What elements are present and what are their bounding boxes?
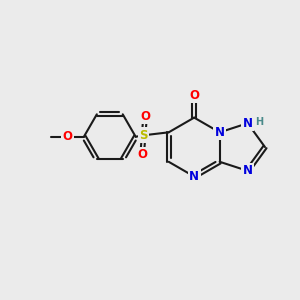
Text: N: N xyxy=(189,170,199,183)
Text: O: O xyxy=(189,89,199,102)
Text: N: N xyxy=(215,126,225,139)
Text: O: O xyxy=(63,130,73,143)
Text: O: O xyxy=(137,148,147,161)
Text: N: N xyxy=(243,164,253,177)
Text: N: N xyxy=(243,117,253,130)
Text: O: O xyxy=(140,110,150,123)
Text: S: S xyxy=(140,129,148,142)
Text: H: H xyxy=(255,117,263,127)
